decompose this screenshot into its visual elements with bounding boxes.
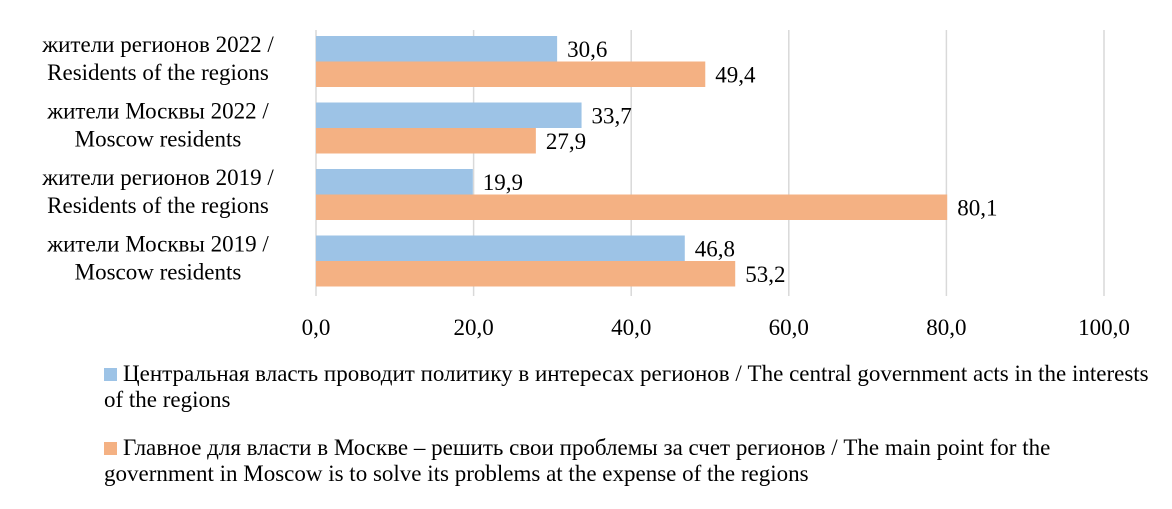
legend-swatch-orange (104, 442, 117, 455)
category-label-line: жители Москвы 2022 / (46, 99, 269, 124)
x-tick-label: 0,0 (302, 315, 331, 340)
category-label: жители регионов 2022 / Residents of the r… (41, 32, 274, 85)
bar (316, 235, 685, 261)
data-label: 49,4 (715, 62, 756, 87)
legend-item-central-government: Центральная власть проводит политику в и… (104, 361, 1164, 413)
x-tick-label: 20,0 (453, 315, 493, 340)
data-label: 33,7 (592, 103, 632, 128)
category-label-line: жители Москвы 2019 / (46, 232, 269, 257)
category-label: жители регионов 2019 / Residents of the r… (41, 165, 274, 218)
data-label: 53,2 (745, 262, 785, 287)
category-label: жители Москвы 2022 / Moscow residents (46, 99, 269, 152)
legend-swatch-blue (104, 368, 117, 381)
x-tick-label: 60,0 (769, 315, 809, 340)
bar (316, 102, 582, 128)
bar (316, 261, 736, 287)
data-label: 27,9 (546, 129, 586, 154)
data-label: 46,8 (695, 236, 735, 261)
data-label: 30,6 (567, 37, 607, 62)
legend-label: Главное для власти в Москве – решить сво… (104, 435, 1051, 486)
x-tick-label: 80,0 (926, 315, 966, 340)
bar (316, 36, 558, 62)
category-label-line: Residents of the regions (47, 193, 269, 218)
x-tick-label: 40,0 (611, 315, 651, 340)
bar (316, 194, 948, 220)
bar (316, 169, 473, 195)
legend-label: Центральная власть проводит политику в и… (104, 361, 1149, 412)
category-label-line: Residents of the regions (47, 60, 269, 85)
bar (316, 61, 706, 87)
category-label-line: жители регионов 2022 / (41, 32, 274, 57)
data-label: 80,1 (957, 195, 997, 220)
legend-item-moscow-government: Главное для власти в Москве – решить сво… (104, 435, 1164, 487)
category-label-line: жители регионов 2019 / (41, 165, 274, 190)
category-label: жители Москвы 2019 / Moscow residents (46, 232, 269, 285)
data-label: 19,9 (483, 170, 523, 195)
x-tick-label: 100,0 (1078, 315, 1130, 340)
category-label-line: Moscow residents (75, 260, 242, 285)
bar (316, 128, 536, 154)
category-label-line: Moscow residents (75, 127, 242, 152)
